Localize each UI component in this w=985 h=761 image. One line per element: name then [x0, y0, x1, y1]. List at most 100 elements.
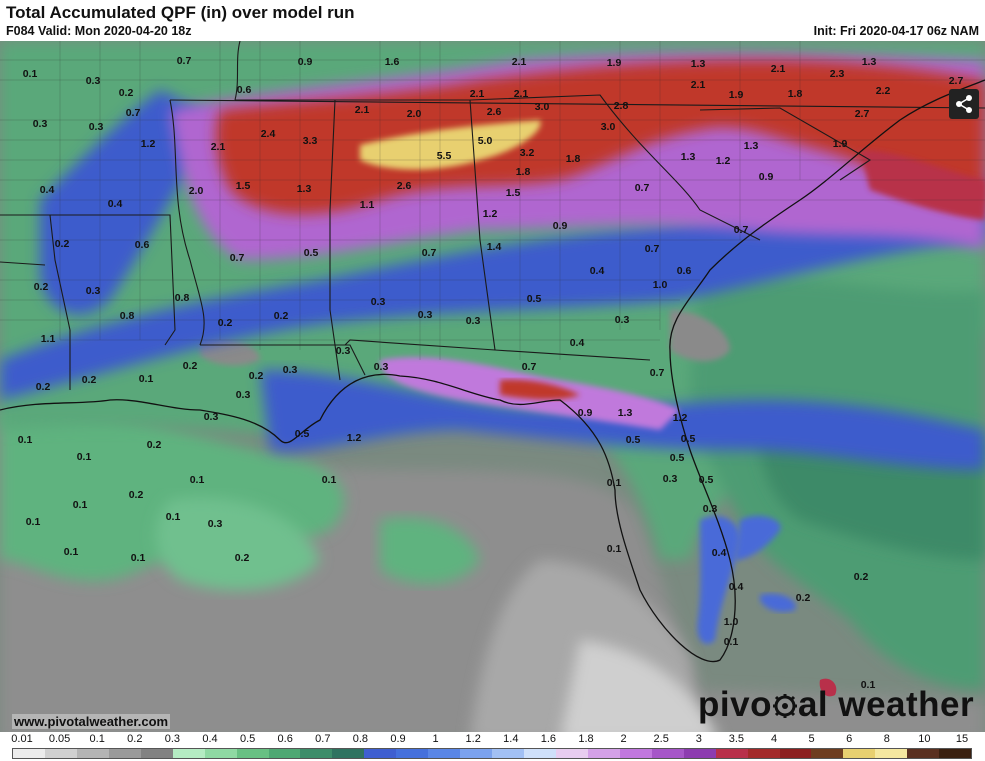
precip-value-label: 0.7: [635, 182, 650, 194]
precip-value-label: 0.7: [645, 243, 660, 255]
precip-value-label: 1.2: [347, 432, 362, 444]
precip-value-label: 0.3: [336, 345, 351, 357]
precip-value-label: 0.1: [607, 477, 622, 489]
brand-text-right: al weather: [797, 685, 975, 724]
legend-swatch: [619, 749, 652, 758]
precip-value-label: 3.3: [303, 135, 318, 147]
precip-value-label: 0.3: [236, 389, 251, 401]
precip-value-label: 0.9: [759, 171, 774, 183]
legend-tick: 0.05: [48, 733, 71, 745]
legend-tick-labels: 0.01 0.05 0.1 0.2 0.3 0.4 0.5 0.6 0.7 0.8 0.9 1 1.2 1…: [0, 732, 985, 747]
precip-value-label: 1.8: [566, 153, 581, 165]
precip-value-label: 5.5: [437, 150, 452, 162]
legend-tick: 0.3: [164, 733, 181, 745]
precip-value-label: 1.8: [788, 88, 803, 100]
legend-tick: 0.1: [89, 733, 105, 745]
precip-value-label: 0.2: [34, 281, 49, 293]
precip-value-label: 0.4: [590, 265, 605, 277]
precip-value-label: 0.2: [129, 489, 144, 501]
precip-value-label: 0.1: [26, 516, 41, 528]
legend-swatch: [683, 749, 716, 758]
precip-value-label: 0.2: [218, 317, 233, 329]
precip-value-label: 0.5: [527, 293, 542, 305]
precip-value-label: 1.9: [607, 57, 622, 69]
precip-value-label: 0.2: [119, 87, 134, 99]
precip-value-label: 0.1: [18, 434, 33, 446]
precip-value-label: 0.3: [615, 314, 630, 326]
precip-value-label: 3.0: [535, 101, 550, 113]
precip-value-label: 0.9: [553, 220, 568, 232]
precip-value-label: 0.1: [861, 679, 876, 691]
precip-value-label: 0.8: [120, 310, 135, 322]
precip-value-label: 0.7: [422, 247, 437, 259]
legend-swatch: [715, 749, 748, 758]
legend-swatch: [13, 749, 45, 758]
precip-value-label: 0.3: [208, 518, 223, 530]
legend-tick: 3: [695, 733, 702, 745]
legend-swatch: [587, 749, 620, 758]
legend-swatch: [460, 749, 493, 758]
precip-value-label: 1.2: [483, 208, 498, 220]
legend-swatch: [747, 749, 780, 758]
precip-value-label: 0.1: [139, 373, 154, 385]
precip-value-label: 1.8: [516, 166, 531, 178]
precip-value-label: 0.2: [55, 238, 70, 250]
precip-value-label: 0.2: [854, 571, 869, 583]
legend-swatch: [524, 749, 556, 758]
precip-value-label: 1.3: [297, 183, 312, 195]
share-icon: [956, 95, 972, 113]
colorbar-legend: 0.01 0.05 0.1 0.2 0.3 0.4 0.5 0.6 0.7 0.8 0.9 1 1.2 1…: [0, 732, 985, 761]
legend-color-bar: [12, 748, 972, 759]
precip-value-label: 0.1: [23, 68, 38, 80]
legend-tick: 0.4: [202, 733, 218, 745]
legend-swatch: [44, 749, 77, 758]
precip-value-label: 1.1: [41, 333, 56, 345]
precip-value-label: 1.4: [487, 241, 502, 253]
precip-value-label: 2.7: [949, 75, 964, 87]
precip-value-label: 0.5: [295, 428, 310, 440]
legend-swatch: [364, 749, 397, 758]
precip-value-label: 1.3: [681, 151, 696, 163]
map-title: Total Accumulated QPF (in) over model ru…: [6, 3, 355, 22]
precip-value-label: 0.1: [190, 474, 205, 486]
precip-value-label: 0.5: [699, 474, 714, 486]
legend-tick: 10: [918, 733, 931, 745]
legend-tick: 0.7: [315, 733, 331, 745]
legend-swatch: [555, 749, 588, 758]
precip-value-label: 0.3: [86, 285, 101, 297]
legend-tick: 8: [883, 733, 890, 745]
legend-swatch: [172, 749, 205, 758]
precip-value-label: 1.9: [833, 138, 848, 150]
site-url[interactable]: www.pivotalweather.com: [12, 714, 171, 729]
precip-value-label: 0.6: [237, 84, 252, 96]
share-button[interactable]: [949, 89, 979, 119]
legend-tick: 1: [432, 733, 439, 745]
precip-value-label: 0.4: [40, 184, 55, 196]
precip-value-label: 0.5: [670, 452, 685, 464]
precip-value-label: 0.7: [734, 224, 749, 236]
precip-value-label: 1.1: [360, 199, 375, 211]
legend-swatch: [268, 749, 301, 758]
precip-value-label: 1.6: [385, 56, 400, 68]
precip-value-label: 0.7: [650, 367, 665, 379]
precip-value-label: 5.0: [478, 135, 493, 147]
precip-value-label: 1.3: [862, 56, 877, 68]
coastline: [0, 79, 985, 663]
precip-map[interactable]: 0.1 0.3 0.7 0.9 1.6 2.1 1.9 1.3 2.1 2.3 1.3 2.2 2.7 0…: [0, 41, 985, 732]
legend-tick: 5: [808, 733, 815, 745]
precip-value-label: 0.1: [607, 543, 622, 555]
precip-value-label: 0.7: [126, 107, 141, 119]
county-borders: [0, 41, 985, 360]
legend-swatch: [76, 749, 109, 758]
legend-swatch: [204, 749, 237, 758]
precip-value-label: 0.1: [322, 474, 337, 486]
precip-value-label: 0.3: [33, 118, 48, 130]
precip-value-label: 1.2: [673, 412, 688, 424]
header-bar: Total Accumulated QPF (in) over model ru…: [0, 0, 985, 41]
legend-tick: 3.5: [728, 733, 745, 745]
precip-value-label: 0.1: [166, 511, 181, 523]
precip-value-label: 0.1: [73, 499, 88, 511]
precip-value-label: 1.3: [691, 58, 706, 70]
precip-value-label: 0.3: [371, 296, 386, 308]
precip-value-label: 2.4: [261, 128, 276, 140]
